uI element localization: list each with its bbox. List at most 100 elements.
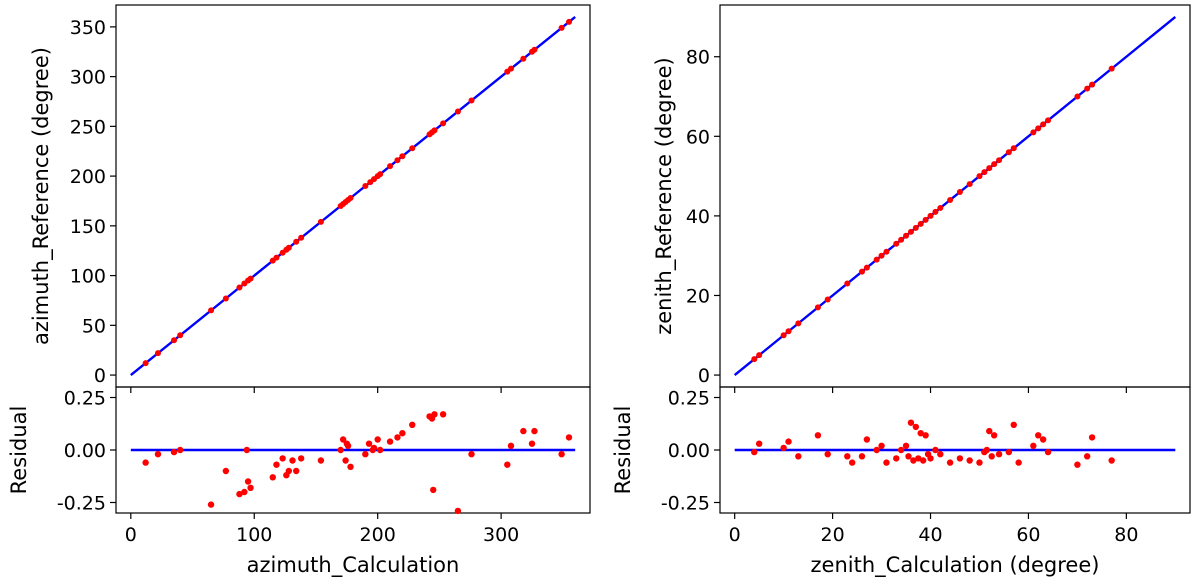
azimuth-residual-point bbox=[344, 442, 352, 449]
zenith-residual-point bbox=[1035, 432, 1042, 439]
azimuth-main-point bbox=[177, 332, 184, 339]
zenith-residual-point bbox=[848, 459, 856, 466]
zenith-main-ytick-label: 20 bbox=[686, 285, 710, 307]
azimuth-residual-point bbox=[339, 436, 347, 443]
zenith-residual-point bbox=[1044, 448, 1052, 456]
azimuth-main-point bbox=[317, 218, 324, 225]
zenith-main-point bbox=[1089, 81, 1096, 88]
zenith-residual-point bbox=[1005, 448, 1013, 456]
azimuth-residual-ytick-label: -0.25 bbox=[57, 493, 106, 515]
zenith-main-panel: 0 20 40 60 80 zenith_Reference (degree) bbox=[652, 4, 1191, 393]
azimuth-residual-point bbox=[565, 434, 573, 441]
zenith-main-point bbox=[981, 169, 988, 176]
azimuth-residual-point bbox=[507, 442, 515, 449]
azimuth-residual-point bbox=[520, 427, 527, 435]
azimuth-main-point bbox=[142, 360, 149, 367]
azimuth-residual-point bbox=[337, 446, 344, 454]
zenith-residual-point bbox=[988, 453, 995, 460]
azimuth-main-ytick-label: 50 bbox=[82, 315, 106, 337]
zenith-main-point bbox=[1084, 85, 1091, 92]
zenith-residual-point bbox=[976, 459, 983, 466]
zenith-residual-point bbox=[1039, 436, 1047, 443]
zenith-main-ytick-label: 60 bbox=[686, 126, 710, 148]
zenith-residual-ytick-label: -0.25 bbox=[661, 493, 710, 515]
azimuth-main-point bbox=[468, 97, 475, 104]
azimuth-main-point bbox=[440, 120, 447, 127]
zenith-residual-point bbox=[917, 430, 924, 437]
azimuth-residual-point bbox=[531, 427, 538, 435]
azimuth-main-point bbox=[236, 284, 243, 291]
zenith-main-point bbox=[976, 173, 983, 180]
azimuth-main-point bbox=[362, 183, 369, 190]
azimuth-main-point bbox=[171, 337, 178, 344]
azimuth-residual-point bbox=[243, 446, 251, 454]
azimuth-residual-ytick-label: 0.25 bbox=[64, 388, 106, 410]
azimuth-main-panel: 0 50 100 150 200 250 300 350 azimuth_Reference (… bbox=[29, 4, 591, 393]
zenith-residual-point bbox=[751, 448, 758, 456]
zenith-residual-ytick-label: 0.25 bbox=[668, 388, 710, 410]
zenith-main-point bbox=[883, 248, 890, 255]
zenith-main-point bbox=[785, 328, 792, 335]
zenith-main-ytick-label: 0 bbox=[698, 365, 710, 387]
zenith-residual-point bbox=[878, 442, 885, 449]
zenith-main-point bbox=[907, 228, 914, 235]
azimuth-main-point bbox=[285, 244, 292, 251]
azimuth-main-point bbox=[273, 254, 280, 261]
zenith-residual-point bbox=[946, 459, 954, 466]
azimuth-main-point bbox=[558, 24, 565, 31]
zenith-residual-ylabel: Residual bbox=[611, 406, 635, 495]
azimuth-main-point bbox=[409, 145, 416, 152]
zenith-main-point bbox=[932, 208, 939, 215]
azimuth-main-ytick-label: 0 bbox=[94, 365, 106, 387]
azimuth-residual-point bbox=[370, 444, 378, 452]
azimuth-main-point bbox=[454, 108, 461, 115]
azimuth-main-ytick-label: 300 bbox=[70, 67, 106, 89]
zenith-residual-point bbox=[755, 440, 763, 447]
azimuth-main-point bbox=[208, 307, 215, 314]
azimuth-residual-point bbox=[394, 434, 401, 441]
azimuth-residual-point bbox=[454, 507, 462, 515]
azimuth-residual-panel: 0.25 0.00 -0.25 0 100 200 300 Residual azimuth_C… bbox=[7, 386, 591, 578]
zenith-main-point bbox=[1005, 149, 1012, 156]
zenith-main-point bbox=[844, 280, 851, 287]
zenith-main-point bbox=[1030, 129, 1037, 136]
zenith-residual-point bbox=[937, 451, 944, 458]
azimuth-main-point bbox=[298, 234, 305, 241]
zenith-residual-point bbox=[1088, 434, 1096, 441]
azimuth-residual-point bbox=[297, 455, 305, 462]
azimuth-main-point bbox=[347, 194, 354, 201]
zenith-main-point bbox=[756, 352, 763, 359]
zenith-main-point bbox=[1045, 117, 1052, 124]
zenith-residual-point bbox=[905, 453, 912, 460]
zenith-residual-point bbox=[902, 442, 910, 449]
zenith-residual-panel: 0.25 0.00 -0.25 0 20 40 60 80 Residual zenith_Cal… bbox=[611, 386, 1191, 578]
azimuth-residual-ylabel: Residual bbox=[7, 406, 31, 495]
zenith-main-point bbox=[996, 157, 1003, 164]
zenith-residual-point bbox=[986, 427, 993, 435]
zenith-residual-xtick-label: 80 bbox=[1114, 524, 1138, 546]
azimuth-residual-point bbox=[236, 490, 243, 498]
zenith-residual-xtick-label: 40 bbox=[918, 524, 942, 546]
azimuth-residual-xlabel: azimuth_Calculation bbox=[247, 553, 460, 578]
zenith-main-point bbox=[1040, 121, 1047, 128]
zenith-residual-point bbox=[990, 432, 998, 439]
zenith-main-point bbox=[966, 181, 973, 188]
zenith-main-fit-line bbox=[733, 16, 1177, 376]
zenith-main-point bbox=[780, 332, 787, 339]
zenith-main-point bbox=[991, 161, 998, 168]
zenith-main-point bbox=[1010, 145, 1017, 152]
azimuth-main-point bbox=[520, 55, 527, 62]
zenith-main-point bbox=[878, 252, 885, 259]
zenith-residual-point bbox=[1010, 421, 1017, 428]
azimuth-residual-point bbox=[241, 488, 248, 496]
azimuth-residual-point bbox=[289, 457, 296, 464]
azimuth-residual-point bbox=[468, 451, 475, 458]
zenith-residual-point bbox=[915, 455, 922, 462]
azimuth-residual-point bbox=[293, 467, 300, 475]
zenith-main-point bbox=[986, 165, 993, 172]
zenith-main-point bbox=[824, 296, 831, 303]
azimuth-residual-point bbox=[154, 451, 162, 458]
zenith-residual-point bbox=[780, 444, 787, 452]
zenith-residual-point bbox=[785, 438, 792, 445]
azimuth-main-point bbox=[531, 46, 538, 53]
